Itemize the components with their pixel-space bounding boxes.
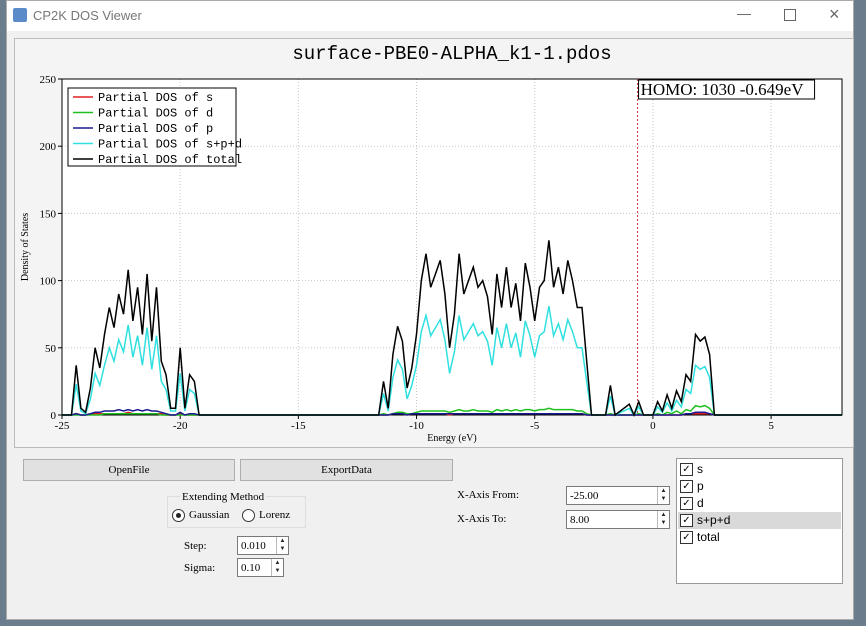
y-tick-label: 100 [40,276,57,288]
checkbox[interactable]: ✓ [680,514,693,527]
app-icon [13,8,27,22]
spin-arrows[interactable]: ▲ ▼ [271,559,283,576]
radio-label[interactable]: Lorenz [259,509,291,521]
method-title: Extending Method [180,491,267,503]
legend-label: Partial DOS of p [98,122,213,136]
legend-label: Partial DOS of total [98,153,242,167]
series-line [62,240,842,418]
legend-box [67,87,237,167]
sigma-spinbox[interactable]: 0.10 ▲ ▼ [237,558,284,577]
xfrom-value: -25.00 [570,490,599,502]
homo-box [638,79,816,100]
x-axis-label: Energy (eV) [427,433,477,444]
spin-arrows[interactable]: ▲ ▼ [657,487,669,504]
step-label: Step: [184,540,207,552]
item-label: p [697,479,704,493]
close-button[interactable]: × [829,4,840,24]
x-tick-label: -5 [530,420,540,432]
sigma-value: 0.10 [241,562,261,574]
list-item[interactable]: ✓ d [678,495,841,512]
item-label: s [697,462,703,476]
list-item[interactable]: ✓ s+p+d [678,512,841,529]
x-tick-label: -15 [291,420,306,432]
xto-value: 8.00 [570,514,590,526]
series-line [62,408,842,416]
x-tick-label: -10 [409,420,424,432]
xto-label: X-Axis To: [457,513,507,525]
minimize-button[interactable]: — [737,5,751,21]
legend-label: Partial DOS of s+p+d [98,138,242,152]
list-item[interactable]: ✓ total [678,529,841,546]
title-bar: CP2K DOS Viewer — × [7,1,853,31]
series-line [62,404,842,416]
x-tick-label: -20 [173,420,188,432]
x-tick-label: -25 [55,420,70,432]
radio-dot [176,513,181,518]
xto-spinbox[interactable]: 8.00 ▲ ▼ [566,510,670,529]
xfrom-spinbox[interactable]: -25.00 ▲ ▼ [566,486,670,505]
y-tick-label: 200 [40,141,57,153]
spin-arrows[interactable]: ▲ ▼ [657,511,669,528]
chart: surface-PBE0-ALPHA_k1-1.pdos050100150200… [20,43,843,444]
series-line [62,305,842,417]
list-item[interactable]: ✓ p [678,478,841,495]
item-label: total [697,530,720,544]
checkbox[interactable]: ✓ [680,480,693,493]
export-data-button[interactable]: ExportData [240,459,453,481]
radio-button[interactable] [172,509,185,522]
checkbox[interactable]: ✓ [680,497,693,510]
x-tick-label: 5 [768,420,774,432]
checkbox[interactable]: ✓ [680,531,693,544]
y-tick-label: 50 [45,343,57,355]
step-spinbox[interactable]: 0.010 ▲ ▼ [237,536,289,555]
chart-title: surface-PBE0-ALPHA_k1-1.pdos [292,43,611,65]
maximize-button[interactable] [784,9,796,21]
homo-annotation: HOMO: 1030 -0.649eV [641,80,805,99]
checkbox[interactable]: ✓ [680,463,693,476]
x-tick-label: 0 [650,420,656,432]
y-axis-label: Density of States [20,213,31,281]
xfrom-label: X-Axis From: [457,489,520,501]
radio-button[interactable] [242,509,255,522]
y-tick-label: 0 [51,410,57,422]
y-tick-label: 150 [40,208,57,220]
window-title: CP2K DOS Viewer [33,8,142,23]
item-label: d [697,496,704,510]
legend-label: Partial DOS of s [98,91,213,105]
legend-label: Partial DOS of d [98,107,213,121]
list-item[interactable]: ✓ s [678,461,841,478]
chart-panel: surface-PBE0-ALPHA_k1-1.pdos 0 50 100 150 200… [14,38,854,448]
series-list: ✓ s ✓ p ✓ d ✓ s+p+d ✓ total [676,458,843,584]
open-file-button[interactable]: OpenFile [23,459,235,481]
item-label: s+p+d [697,513,731,527]
y-tick-label: 250 [40,74,57,86]
radio-label[interactable]: Gaussian [189,509,230,521]
step-value: 0.010 [241,540,266,552]
window: CP2K DOS Viewer — × surface-PBE0-ALPHA_k… [6,0,854,620]
spin-arrows[interactable]: ▲ ▼ [276,537,288,554]
sigma-label: Sigma: [184,562,216,574]
